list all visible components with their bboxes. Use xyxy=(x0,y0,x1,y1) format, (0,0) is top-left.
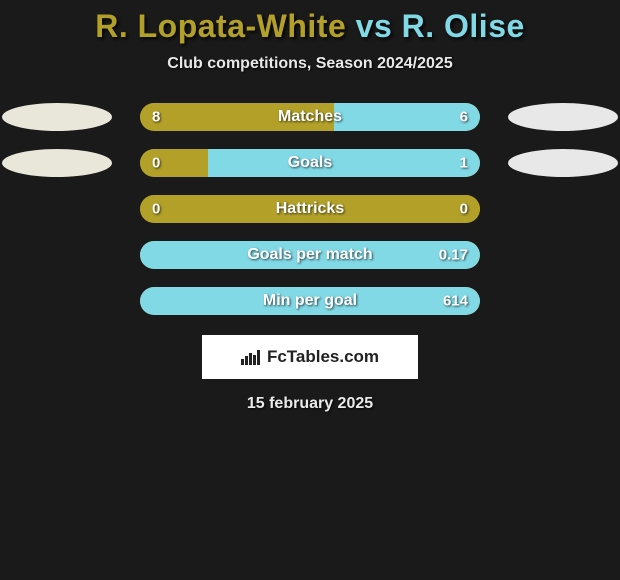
stat-bar: 00Hattricks xyxy=(140,195,480,223)
player1-oval xyxy=(2,149,112,177)
oval-spacer xyxy=(2,287,112,315)
subtitle: Club competitions, Season 2024/2025 xyxy=(0,55,620,73)
player2-oval xyxy=(508,103,618,131)
oval-spacer xyxy=(508,241,618,269)
oval-spacer xyxy=(2,195,112,223)
brand-badge: FcTables.com xyxy=(202,335,418,379)
oval-spacer xyxy=(508,287,618,315)
stat-row: 00Hattricks xyxy=(0,195,620,223)
comparison-infographic: R. Lopata-White vs R. Olise Club competi… xyxy=(0,0,620,413)
player2-name: R. Olise xyxy=(402,8,525,44)
oval-spacer xyxy=(2,241,112,269)
date-text: 15 february 2025 xyxy=(0,395,620,413)
player1-oval xyxy=(2,103,112,131)
stat-row: 01Goals xyxy=(0,149,620,177)
stat-row: 614Min per goal xyxy=(0,287,620,315)
player1-name: R. Lopata-White xyxy=(95,8,346,44)
stat-bar: 0.17Goals per match xyxy=(140,241,480,269)
page-title: R. Lopata-White vs R. Olise xyxy=(0,8,620,45)
brand-text: FcTables.com xyxy=(267,347,379,367)
stat-bar: 86Matches xyxy=(140,103,480,131)
oval-spacer xyxy=(508,195,618,223)
stat-row: 0.17Goals per match xyxy=(0,241,620,269)
stat-label: Goals per match xyxy=(140,246,480,264)
stat-row: 86Matches xyxy=(0,103,620,131)
stat-label: Goals xyxy=(140,154,480,172)
bars-icon xyxy=(241,349,261,365)
stat-label: Matches xyxy=(140,108,480,126)
vs-text: vs xyxy=(346,8,401,44)
stat-label: Hattricks xyxy=(140,200,480,218)
stat-rows: 86Matches 01Goals 00Hattricks 0.17Goals per… xyxy=(0,103,620,315)
stat-bar: 01Goals xyxy=(140,149,480,177)
player2-oval xyxy=(508,149,618,177)
stat-bar: 614Min per goal xyxy=(140,287,480,315)
stat-label: Min per goal xyxy=(140,292,480,310)
